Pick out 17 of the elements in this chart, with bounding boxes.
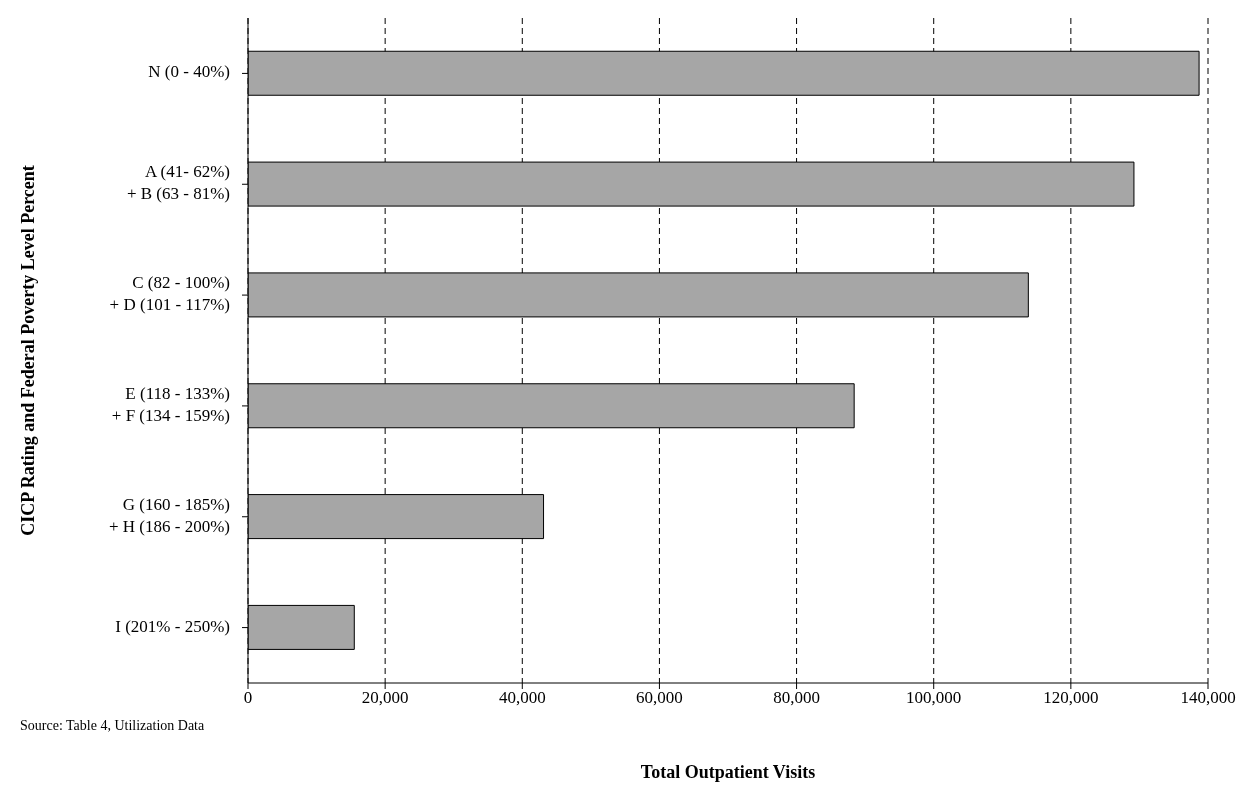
y-tick-label: G (160 - 185%) + H (186 - 200%) [108, 494, 230, 536]
source-note: Source: Table 4, Utilization Data [20, 718, 205, 734]
x-tick-label: 0 [243, 688, 253, 708]
x-tick-label: 20,000 [361, 688, 409, 708]
y-tick-label: A (41- 62%) + B (63 - 81%) [126, 162, 230, 204]
y-tick-label: C (82 - 100%) + D (101 - 117%) [109, 272, 230, 314]
x-tick-label: 140,000 [1180, 688, 1236, 708]
y-tick-label: N (0 - 40%) [148, 62, 230, 82]
x-axis-title: Total Outpatient Visits [640, 762, 816, 782]
x-tick-label: 40,000 [498, 688, 546, 708]
y-tick-label: E (118 - 133%) + F (134 - 159%) [111, 383, 230, 425]
y-tick-label: I (201% - 250%) [115, 616, 230, 636]
x-tick-label: 80,000 [773, 688, 820, 708]
y-axis-title: CICP Rating and Federal Poverty Level Percent [18, 165, 39, 536]
x-tick-label: 120,000 [1043, 688, 1099, 708]
x-tick-label: 60,000 [636, 688, 683, 708]
x-tick-label: 100,000 [906, 688, 962, 708]
